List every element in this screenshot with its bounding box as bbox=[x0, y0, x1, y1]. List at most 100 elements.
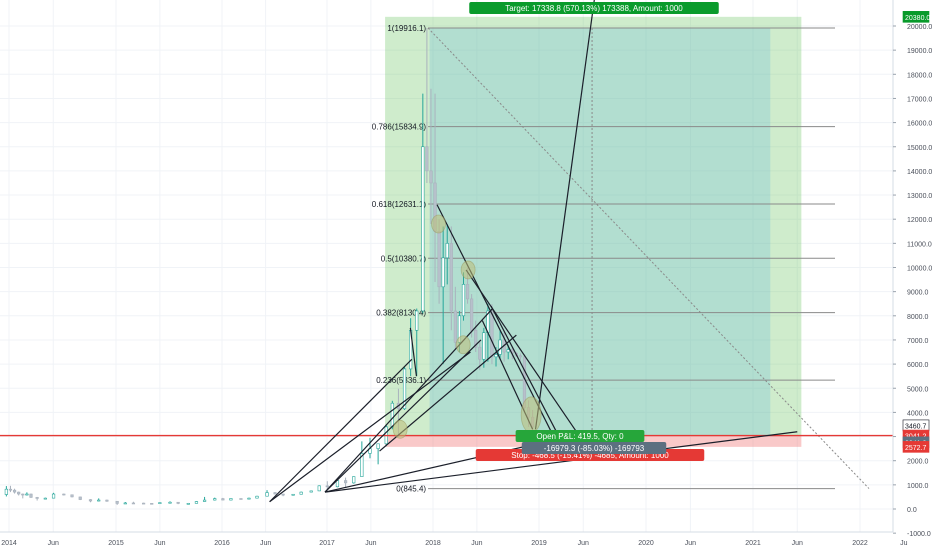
candle-body bbox=[453, 310, 457, 343]
price-tick-label: 14000.0 bbox=[907, 169, 932, 176]
candle-body bbox=[437, 230, 441, 288]
candle-body bbox=[105, 499, 109, 502]
price-tick-label: 10000.0 bbox=[907, 266, 932, 273]
trend-line[interactable] bbox=[465, 269, 581, 437]
candle-body bbox=[390, 402, 394, 428]
candle-body bbox=[123, 502, 127, 505]
trend-line[interactable] bbox=[269, 351, 471, 503]
price-tick-label: 1000.0 bbox=[907, 483, 929, 490]
candle-body bbox=[449, 243, 453, 312]
candle-body bbox=[325, 485, 329, 488]
position-target-label-box[interactable] bbox=[469, 2, 719, 14]
price-tick-label: 7000.0 bbox=[907, 338, 929, 345]
highlight-ellipse[interactable] bbox=[392, 419, 408, 439]
position-current-zone bbox=[429, 28, 771, 436]
candle-body bbox=[265, 492, 269, 497]
candle-body bbox=[4, 488, 8, 495]
fib-level-label: 0.382(8130.4) bbox=[376, 309, 426, 318]
candle-body bbox=[376, 443, 380, 449]
time-tick-label: Ju bbox=[900, 540, 908, 547]
position-target-label-text: Target: 17338.8 (570.13%) 173388, Amount… bbox=[505, 4, 683, 13]
price-tick-label: 0.0 bbox=[907, 507, 917, 514]
highlight-ellipse[interactable] bbox=[431, 214, 446, 234]
highlight-ellipse[interactable] bbox=[520, 396, 542, 434]
trend-line[interactable] bbox=[409, 327, 418, 377]
highlight-ellipse[interactable] bbox=[460, 260, 476, 280]
candle-body bbox=[441, 257, 445, 288]
candle-body bbox=[8, 488, 13, 491]
trend-line[interactable] bbox=[534, 0, 595, 430]
price-marker-label: 3460.7 bbox=[905, 423, 927, 430]
candle-body bbox=[429, 170, 433, 184]
price-tick-label: 15000.0 bbox=[907, 145, 932, 152]
time-tick-label: Jun bbox=[48, 540, 59, 547]
candle-body bbox=[494, 354, 498, 358]
ellipses-layer[interactable] bbox=[392, 214, 542, 439]
candle-body bbox=[62, 493, 66, 496]
price-tick-label: 12000.0 bbox=[907, 217, 932, 224]
candle-body bbox=[194, 501, 199, 504]
candle-body bbox=[29, 493, 33, 498]
time-tick-label: Jun bbox=[365, 540, 376, 547]
price-marker-label: 2572.7 bbox=[905, 445, 927, 452]
candle-body bbox=[309, 490, 313, 493]
fibonacci-layer[interactable]: 1(19916.1) 0.786(15834.9) 0.618(12631.1) 0.… bbox=[372, 24, 870, 494]
candle-body bbox=[17, 491, 21, 495]
time-tick-label: Jun bbox=[154, 540, 165, 547]
highlight-ellipse[interactable] bbox=[455, 335, 471, 355]
time-tick-label: 2014 bbox=[1, 540, 17, 547]
trend-line[interactable] bbox=[324, 431, 798, 493]
candle-body bbox=[12, 489, 17, 493]
candle-body bbox=[474, 329, 478, 348]
candle-body bbox=[490, 310, 494, 358]
candle-body bbox=[247, 497, 251, 500]
candle-body bbox=[158, 502, 162, 504]
price-marker-label: 20380.0 bbox=[905, 15, 930, 22]
candle-body bbox=[352, 476, 356, 484]
position-stop-label-text: Stop: -468.5 (-15.41%) -4685, Amount: 10… bbox=[511, 451, 669, 460]
position-pnl-label-box[interactable] bbox=[521, 442, 667, 454]
price-tick-label: 11000.0 bbox=[907, 241, 932, 248]
candle-body bbox=[360, 453, 364, 477]
price-tick-label: 4000.0 bbox=[907, 410, 929, 417]
time-tick-label: 2015 bbox=[108, 540, 124, 547]
candle-body bbox=[291, 493, 295, 496]
fib-level-label: 0.786(15834.9) bbox=[372, 123, 427, 132]
time-tick-label: Jun bbox=[792, 540, 803, 547]
price-axis-panel[interactable] bbox=[893, 0, 932, 550]
candle-body bbox=[115, 500, 119, 504]
time-tick-label: Jun bbox=[260, 540, 271, 547]
trend-line[interactable] bbox=[490, 305, 560, 437]
price-tick-label: 8000.0 bbox=[907, 314, 929, 321]
time-axis-panel[interactable] bbox=[0, 532, 893, 550]
candle-body bbox=[78, 496, 82, 500]
candle-body bbox=[239, 498, 243, 500]
position-open-label-text: Open P&L: 419.5, Qty: 0 bbox=[536, 432, 624, 441]
candle-body bbox=[470, 298, 474, 331]
price-tick-label: 2000.0 bbox=[907, 459, 929, 466]
time-tick-label: 2022 bbox=[852, 540, 868, 547]
candle-body bbox=[255, 495, 259, 499]
fib-level-label: 0(845.4) bbox=[396, 485, 426, 494]
price-tick-label: 19000.0 bbox=[907, 48, 932, 55]
candle-body bbox=[425, 146, 429, 172]
trend-line[interactable] bbox=[269, 358, 413, 503]
candle-body bbox=[506, 349, 510, 353]
candle-body bbox=[21, 493, 25, 496]
position-labels-layer[interactable]: Target: 17338.8 (570.13%) 173388, Amount… bbox=[469, 2, 719, 461]
position-open-label-box[interactable] bbox=[515, 430, 645, 442]
candle-body bbox=[35, 497, 39, 499]
candle-body bbox=[88, 499, 93, 502]
candle-body bbox=[213, 498, 217, 501]
candle-body bbox=[221, 498, 225, 501]
candle-body bbox=[299, 491, 303, 495]
candle-body bbox=[150, 503, 154, 505]
candle-body bbox=[461, 284, 466, 317]
candle-body bbox=[25, 493, 29, 496]
candle-body bbox=[421, 146, 425, 312]
trend-line[interactable] bbox=[324, 339, 482, 493]
candle-body bbox=[273, 492, 277, 495]
price-tick-label: 6000.0 bbox=[907, 362, 929, 369]
